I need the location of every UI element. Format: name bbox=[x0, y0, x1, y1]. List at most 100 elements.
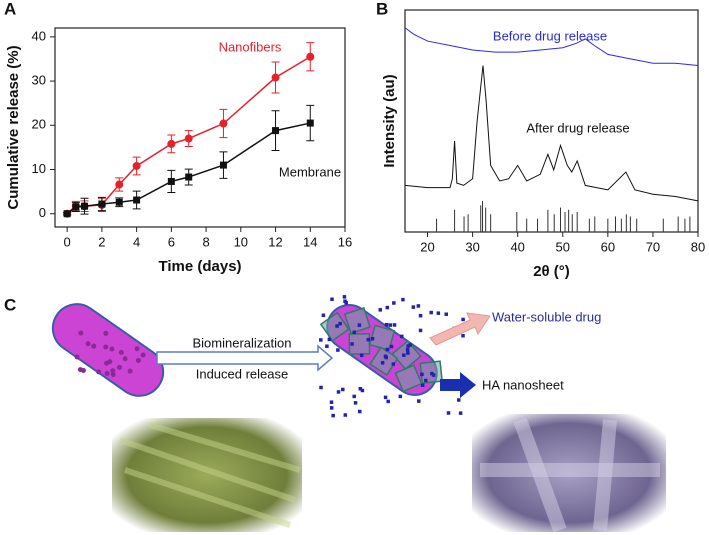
y-axis-title: Intensity (au) bbox=[381, 74, 398, 167]
drug-dot bbox=[110, 372, 116, 378]
drug-dot bbox=[430, 371, 434, 376]
marker bbox=[219, 161, 227, 169]
sheet bbox=[343, 307, 371, 335]
drug-dot bbox=[458, 411, 463, 415]
sheet-arrow bbox=[440, 372, 476, 398]
drug-dot bbox=[329, 406, 334, 410]
drug-dot bbox=[436, 311, 441, 315]
x-tick-label: 2 bbox=[98, 234, 105, 249]
sheet bbox=[394, 364, 423, 393]
x-tick-label: 12 bbox=[268, 234, 282, 249]
marker bbox=[271, 73, 280, 82]
panel-label: C bbox=[4, 295, 16, 314]
series-label: Nanofibers bbox=[219, 39, 282, 54]
fiber-capsule bbox=[51, 303, 165, 397]
marker bbox=[81, 202, 89, 210]
series-label: Before drug release bbox=[493, 28, 607, 43]
drug-dot bbox=[384, 322, 389, 327]
sheet-label: HA nanosheet bbox=[482, 377, 564, 392]
drug-dot bbox=[370, 337, 375, 341]
drug-dot bbox=[343, 299, 347, 303]
marker bbox=[306, 52, 315, 61]
drug-dot bbox=[429, 310, 433, 315]
drug-dot bbox=[74, 354, 80, 360]
drug-dot bbox=[461, 317, 465, 322]
drug-dot bbox=[103, 330, 109, 336]
sem-fibers bbox=[119, 422, 301, 528]
drug-dot bbox=[96, 369, 102, 375]
x-tick-label: 40 bbox=[510, 239, 524, 254]
drug-dot bbox=[392, 301, 396, 305]
sheet bbox=[368, 324, 396, 352]
drug-dot bbox=[418, 328, 423, 333]
x-axis-title: Time (days) bbox=[158, 258, 241, 275]
x-tick-label: 70 bbox=[646, 239, 660, 254]
drug-dot bbox=[383, 395, 388, 400]
marker bbox=[167, 139, 176, 148]
drug-dot bbox=[91, 343, 97, 349]
drug-dot bbox=[405, 347, 410, 352]
drug-dot bbox=[319, 385, 323, 390]
sheet bbox=[391, 339, 422, 371]
marker bbox=[72, 203, 80, 211]
marker bbox=[272, 127, 280, 135]
marker bbox=[132, 161, 141, 170]
drug-dot bbox=[389, 344, 394, 349]
drug-dot bbox=[416, 304, 421, 308]
drug-dot bbox=[417, 399, 421, 403]
series-label: Membrane bbox=[279, 164, 341, 179]
drug-dot bbox=[104, 371, 110, 377]
drug-dot bbox=[350, 342, 354, 346]
drug-dot bbox=[118, 349, 124, 355]
drug-dot bbox=[325, 344, 329, 348]
x-tick-label: 0 bbox=[64, 234, 71, 249]
y-tick-label: 30 bbox=[32, 73, 46, 88]
panel-label: B bbox=[376, 0, 388, 18]
drug-dot bbox=[342, 295, 347, 299]
x-tick-label: 8 bbox=[202, 234, 209, 249]
drug-dot bbox=[400, 334, 404, 339]
marker bbox=[98, 200, 106, 208]
drug-dot bbox=[343, 413, 348, 417]
capsule bbox=[51, 303, 165, 397]
y-tick-label: 0 bbox=[39, 205, 46, 220]
y-axis-title: Cumulative release (%) bbox=[5, 45, 22, 209]
drug-dot bbox=[385, 305, 390, 310]
drug-dot bbox=[446, 411, 451, 415]
drug-dot bbox=[134, 346, 140, 352]
marker bbox=[115, 180, 124, 189]
marker bbox=[184, 134, 193, 143]
drug-dot bbox=[321, 313, 326, 318]
drug-dot bbox=[336, 348, 340, 352]
drug-dot bbox=[392, 323, 397, 327]
drug-dot bbox=[391, 362, 396, 366]
drug-dot bbox=[127, 368, 133, 374]
marker bbox=[63, 210, 71, 218]
sheet bbox=[319, 311, 350, 342]
y-tick-label: 40 bbox=[32, 28, 46, 43]
drug-dot bbox=[331, 413, 335, 418]
drug-dot bbox=[386, 399, 390, 404]
drug-dot bbox=[327, 337, 332, 342]
drug-dot bbox=[457, 398, 461, 402]
marker bbox=[133, 196, 141, 204]
series-line bbox=[404, 27, 699, 66]
x-tick-label: 4 bbox=[133, 234, 140, 249]
x-tick-label: 50 bbox=[556, 239, 570, 254]
panel-label: A bbox=[4, 0, 16, 18]
drug-dot bbox=[140, 352, 146, 358]
drug-dots bbox=[319, 295, 465, 418]
drug-dot bbox=[366, 337, 371, 342]
drug-dot bbox=[116, 364, 122, 370]
drug-dot bbox=[103, 344, 109, 350]
drug-dot bbox=[352, 394, 356, 399]
series-label: After drug release bbox=[526, 120, 629, 135]
series-line bbox=[404, 65, 699, 202]
x-tick-label: 80 bbox=[691, 239, 705, 254]
marker bbox=[115, 198, 123, 206]
x-tick-label: 16 bbox=[338, 234, 352, 249]
x-tick-label: 30 bbox=[465, 239, 479, 254]
drug-dot bbox=[338, 321, 342, 326]
drug-label: Water-soluble drug bbox=[492, 309, 601, 324]
drug-dot bbox=[358, 409, 362, 414]
